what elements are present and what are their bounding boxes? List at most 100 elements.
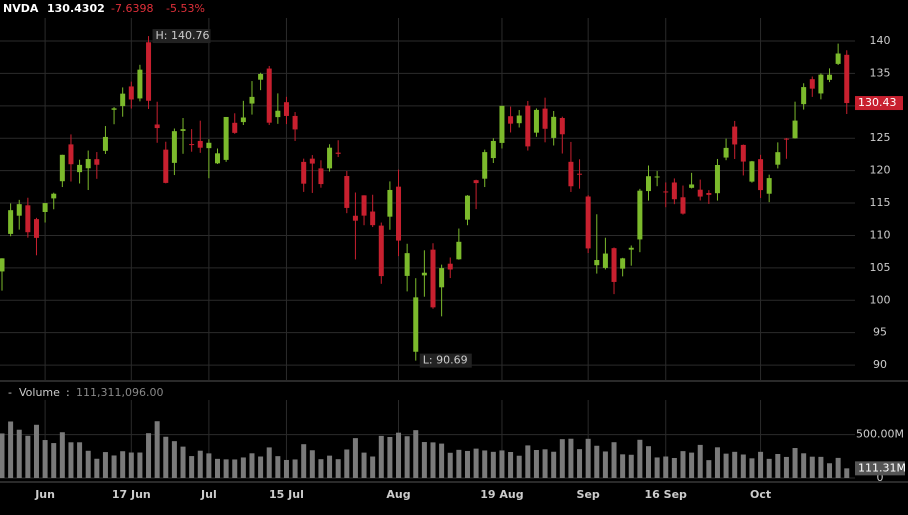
candle-body [361,195,367,216]
volume-bar [206,453,212,478]
candle-body [215,153,220,164]
high-label-bg [152,29,211,44]
candle-body [404,253,410,276]
volume-bar [25,435,31,478]
volume-bar [0,433,5,478]
volume-bar [827,463,833,478]
candle-body [206,142,212,149]
volume-bar [413,430,419,478]
candle-body [258,74,264,80]
candle-body [42,203,48,212]
volume-bar [215,458,220,478]
candle-body [352,215,358,221]
volume-bar [740,454,746,478]
volume-bar [404,436,410,478]
volume-bar [602,451,608,478]
volume-bar [749,458,755,478]
volume-bar [568,438,574,478]
volume-bar [189,456,195,478]
volume-bar [792,448,798,478]
candle-body [327,147,333,169]
candle-body [594,260,600,266]
candle-body [223,116,229,160]
candle-body [85,159,91,169]
volume-bar [111,455,117,478]
volume-bar [94,458,100,478]
candle-body [602,253,608,268]
volume-bar [171,441,177,478]
volume-tick-label: 0 [877,471,884,484]
volume-bar [533,450,539,478]
volume-bar [275,456,281,478]
candle-body [714,165,720,194]
volume-bar [309,450,315,478]
last-volume-label: 111.31M [858,461,906,474]
volume-bar [301,444,307,478]
candle-body [516,115,522,124]
candle-body [508,116,514,124]
volume-bar [439,443,445,478]
volume-bar [490,451,496,478]
y-tick-label: 110 [870,228,891,241]
candle-body [577,173,583,175]
y-tick-label: 125 [870,131,891,144]
candle-body [723,147,729,158]
volume-bar [137,452,143,478]
candle-body [387,189,393,217]
last-price-label: 130.43 [858,96,897,109]
candle-body [490,140,496,159]
volume-sep: : [66,386,70,399]
volume-bar [249,453,255,478]
volume-bar [706,460,712,478]
volume-bar [163,436,169,478]
x-tick-label: Sep [577,488,600,501]
candle-body [77,164,83,173]
volume-bar [577,449,583,478]
candle-body [559,118,565,135]
volume-bar [16,429,22,478]
volume-bar [223,459,229,478]
x-tick-label: 15 Jul [269,488,304,501]
candle-body [163,149,169,183]
candle-body [818,74,824,94]
volume-bar [352,438,358,478]
volume-bar [499,450,505,478]
volume-bar [559,439,565,478]
volume-bar [637,439,643,478]
volume-tick-label: 500.00M [856,428,904,441]
candle-body [473,180,479,184]
candle-body [654,176,660,178]
volume-bar [232,459,238,478]
candle-body [646,176,651,192]
candle-body [189,144,195,146]
candle-body [835,53,841,64]
candle-body [8,210,14,234]
candle-body [249,96,255,104]
candle-body [171,131,177,163]
candle-body [413,297,419,352]
candle-body [783,138,789,140]
volume-bar [258,456,264,478]
volume-bar [844,468,850,478]
low-label-bg [419,353,472,368]
volume-current: 111,311,096.00 [76,386,163,399]
volume-bar [59,432,65,478]
candle-body [421,272,427,276]
volume-bar [327,455,333,478]
volume-bar [85,450,91,478]
volume-bar [33,424,39,478]
change: -7.6398 [111,2,153,15]
volume-bar [344,449,350,478]
candle-body [766,178,772,194]
y-tick-label: 140 [870,34,891,47]
candle-body [533,109,539,133]
candle-body [335,152,341,154]
candle-body [232,122,238,133]
candle-body [370,211,376,226]
volume-bar [473,448,479,478]
candle-body [542,108,548,129]
volume-bar [464,450,470,478]
candle-body [344,176,350,208]
candle-body [266,68,272,123]
